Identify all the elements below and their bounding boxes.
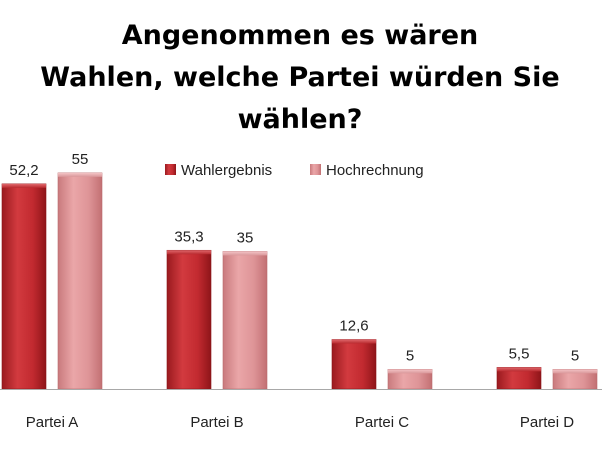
bar-cap-hochrechnung-partei-c (388, 369, 432, 374)
legend-label-wahlergebnis: Wahlergebnis (181, 162, 272, 179)
data-label-wahlergebnis-partei-d: 5,5 (509, 345, 530, 362)
plot-area: 52,2 55 35,3 35 12,6 5 5,5 5 (0, 151, 602, 390)
chart-title-line-2: Wahlen, welche Partei würden Sie (40, 62, 559, 93)
legend-swatch-wahlergebnis (165, 164, 176, 175)
legend: Wahlergebnis Hochrechnung (165, 162, 424, 179)
category-label-partei-b: Partei B (190, 414, 243, 431)
bar-hochrechnung-partei-a (57, 172, 103, 390)
category-label-partei-c: Partei C (355, 414, 409, 431)
data-label-wahlergebnis-partei-c: 12,6 (339, 317, 368, 334)
chart-title-line-1: Angenommen es wären (122, 20, 479, 51)
bar-cap-wahlergebnis-partei-d (497, 367, 541, 372)
category-axis: Partei A Partei B Partei C Partei D (26, 414, 575, 431)
data-label-hochrechnung-partei-d: 5 (571, 347, 579, 364)
data-label-hochrechnung-partei-b: 35 (237, 229, 254, 246)
data-label-hochrechnung-partei-c: 5 (406, 347, 414, 364)
bar-cap-hochrechnung-partei-b (223, 251, 267, 256)
legend-swatch-hochrechnung (310, 164, 321, 175)
bar-hochrechnung-partei-b (222, 251, 268, 390)
bar-wahlergebnis-partei-b (166, 249, 212, 390)
chart-title-line-3: wählen? (238, 104, 363, 135)
bar-cap-wahlergebnis-partei-a (2, 183, 46, 188)
data-label-wahlergebnis-partei-b: 35,3 (174, 228, 203, 245)
data-label-wahlergebnis-partei-a: 52,2 (9, 162, 38, 179)
bar-wahlergebnis-partei-a (1, 183, 47, 390)
category-label-partei-a: Partei A (26, 414, 79, 431)
data-label-hochrechnung-partei-a: 55 (72, 151, 89, 168)
bar-cap-wahlergebnis-partei-c (332, 339, 376, 344)
chart-title: Angenommen es wären Wahlen, welche Parte… (40, 20, 559, 135)
bar-cap-hochrechnung-partei-d (553, 369, 597, 374)
category-label-partei-d: Partei D (520, 414, 574, 431)
legend-label-hochrechnung: Hochrechnung (326, 162, 424, 179)
bar-cap-wahlergebnis-partei-b (167, 250, 211, 255)
bar-wahlergebnis-partei-c (331, 339, 377, 390)
bar-cap-hochrechnung-partei-a (58, 172, 102, 177)
